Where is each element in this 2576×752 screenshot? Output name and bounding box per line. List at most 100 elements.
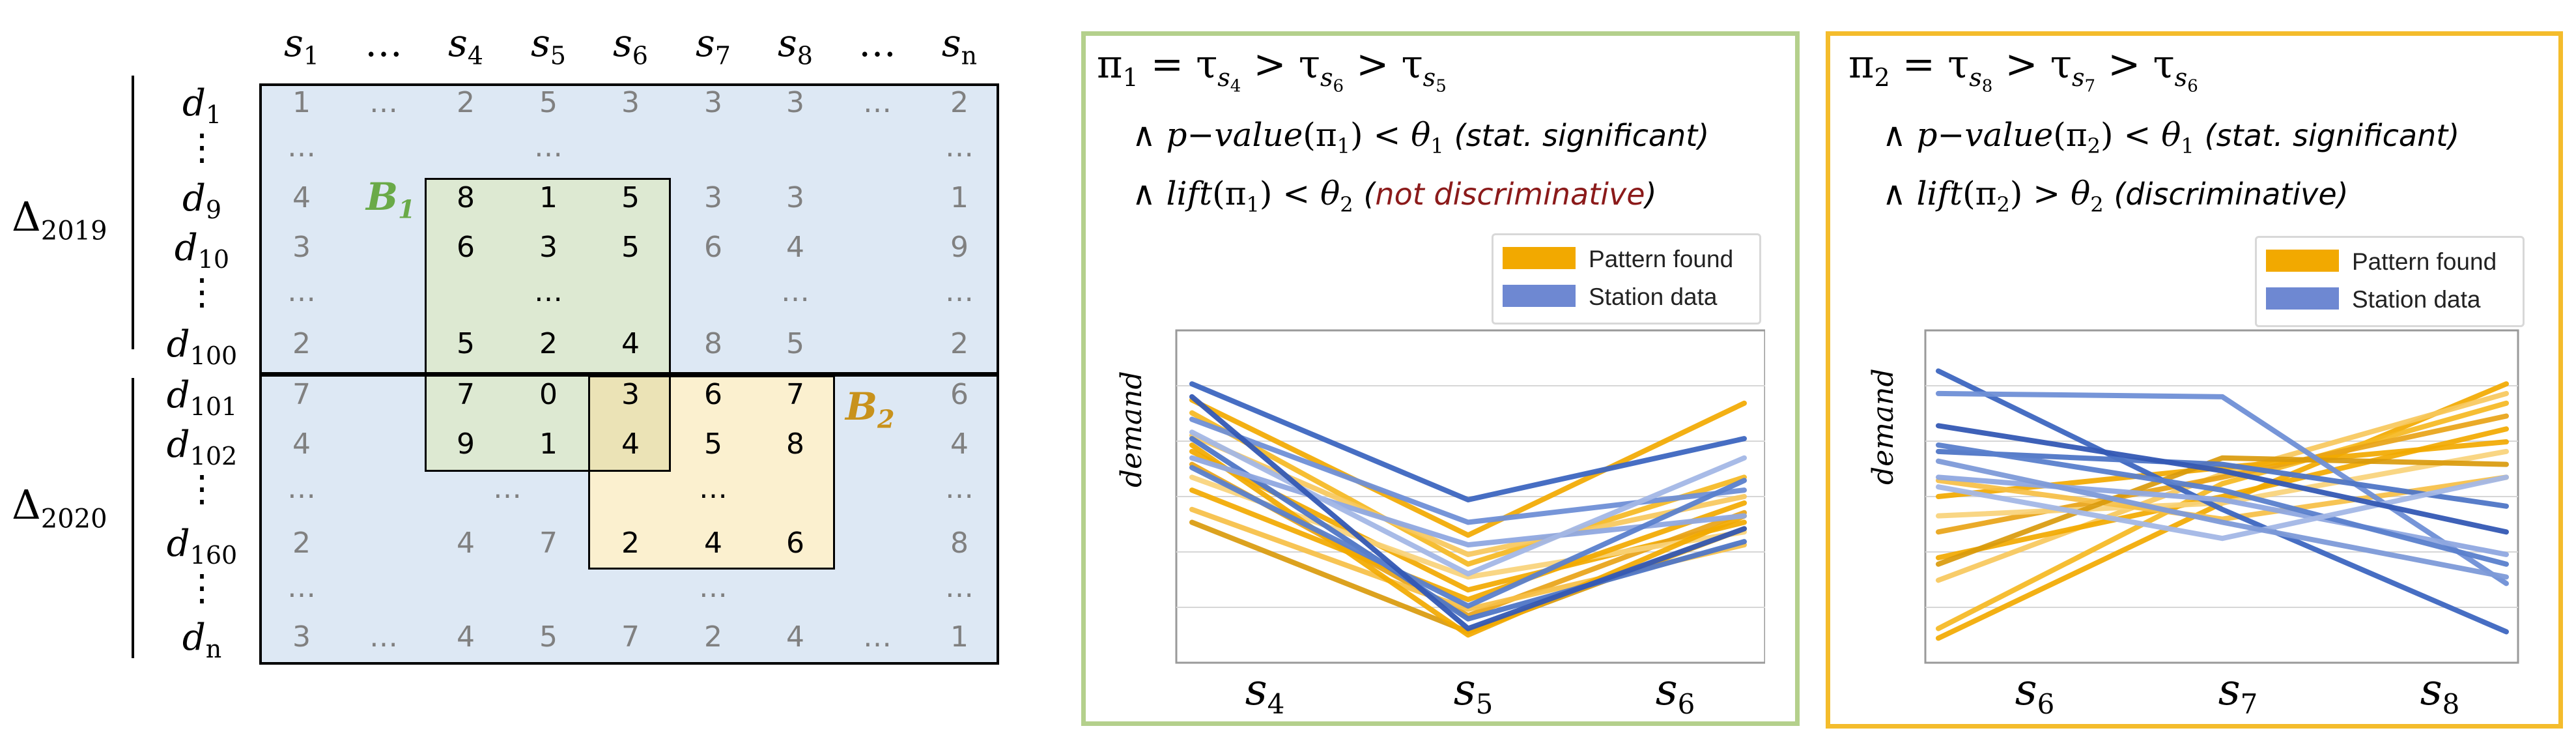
matrix-cell: … [493,472,522,505]
matrix-cell: … [534,275,563,308]
series-line-station [1936,423,2509,535]
matrix-cell: 6 [704,231,722,264]
panel-1-xtick-2: s6 [1655,665,1695,721]
pattern-panel-1 [1081,31,1800,726]
panel-1-xtick-0: s4 [1245,665,1285,721]
series-line-station [1936,474,2509,542]
group-bracket-2020 [132,378,134,658]
matrix-cell: … [287,130,316,164]
matrix-cell: 2 [704,620,722,654]
row-header: d10 [174,227,230,274]
matrix-cell: 2 [539,327,558,360]
series-line-station [1936,458,2509,580]
matrix-cell: 1 [292,86,311,119]
series-line-station [1936,390,2509,586]
matrix-cell: … [699,472,728,505]
matrix-cell: … [945,472,974,505]
matrix-cell: … [945,130,974,164]
matrix-cell: 5 [621,231,640,264]
matrix-cell: 4 [950,427,969,461]
series-line-station [1189,465,1747,609]
matrix-cell: … [863,86,892,119]
panel-2-condition-pvalue: ∧ p−value(π2) < θ1 (stat. significant) [1882,116,2460,158]
matrix-cell: … [287,275,316,308]
matrix-cell: 6 [950,378,969,411]
legend-swatch-station [1503,285,1576,307]
matrix-cell: … [863,620,892,654]
column-header: s5 [531,21,566,70]
column-header: … [858,21,896,65]
matrix-cell: 3 [292,620,311,654]
series-line-pattern [1189,410,1747,567]
row-header: d100 [166,323,238,371]
panel-2-title: π2 = τs8 > τs7 > τs6 [1848,42,2198,96]
panel-2-xtick-2: s8 [2420,665,2460,721]
matrix-cell: 3 [621,378,640,411]
panel-1-chart [1175,329,1765,664]
row-header: dn [182,616,222,664]
panel-1-legend: Pattern found Station data [1492,233,1761,325]
year-separator-line [259,372,999,377]
matrix-cell: 3 [704,86,722,119]
matrix-cell: 6 [457,231,475,264]
matrix-cell: 4 [292,181,311,214]
matrix-cell: 4 [621,427,640,461]
row-header: d9 [182,177,222,225]
matrix-cell: 0 [539,378,558,411]
matrix-cell: 1 [950,620,969,654]
matrix-cell: … [945,571,974,604]
series-line-station [1936,442,2509,567]
matrix-cell: 6 [786,527,804,560]
panel-1-condition-lift: ∧ lift(π1) < θ2 (not discriminative) [1132,175,1657,217]
bicluster-overlap [588,375,671,472]
bicluster-b1-label: B1 [366,175,416,224]
series-line-station [1936,448,2509,509]
matrix-cell: … [534,130,563,164]
panel-1-condition-pvalue: ∧ p−value(π1) < θ1 (stat. significant) [1132,116,1710,158]
matrix-cell: 2 [292,327,311,360]
matrix-cell: … [369,86,398,119]
panel-2-xtick-0: s6 [2015,665,2055,721]
matrix-cell: … [699,571,728,604]
column-header: … [365,21,403,65]
matrix-cell: 8 [950,527,969,560]
matrix-cell: … [287,571,316,604]
group-bracket-2019 [132,76,134,349]
matrix-cell: 3 [786,181,804,214]
matrix-cell: 4 [621,327,640,360]
bicluster-b2-label: B2 [845,384,895,434]
series-line-pattern [1189,397,1747,538]
legend-label-pattern: Pattern found [1589,246,1734,272]
matrix-cell: 5 [704,427,722,461]
group-label-2019: Δ2019 [12,193,107,246]
series-line-station [1936,474,2509,557]
matrix-cell: 9 [950,231,969,264]
legend-label-station: Station data [2352,286,2481,313]
matrix-cell: 4 [457,620,475,654]
matrix-cell: 4 [786,620,804,654]
series-line-pattern [1189,442,1747,638]
matrix-cell: 1 [539,181,558,214]
matrix-cell: 8 [704,327,722,360]
matrix-cell: 5 [539,620,558,654]
matrix-cell: 2 [457,86,475,119]
matrix-cell: 4 [457,527,475,560]
matrix-cell: 1 [950,181,969,214]
row-header: d102 [166,424,238,471]
matrix-cell: 5 [621,181,640,214]
row-header: d1 [182,82,222,130]
column-header: s1 [284,21,319,70]
panel-1-title: π1 = τs4 > τs6 > τs5 [1097,42,1447,96]
matrix-cell: 7 [457,378,475,411]
panel-2-xtick-1: s7 [2218,665,2258,721]
matrix-cell: 7 [786,378,804,411]
series-line-pattern [1936,448,2509,519]
series-line-pattern [1936,400,2509,631]
matrix-cell: 6 [704,378,722,411]
series-line-pattern [1936,455,2509,567]
matrix-cell: 3 [539,231,558,264]
matrix-cell: … [287,472,316,505]
row-header: ⋮ [184,468,220,510]
series-line-station [1189,416,1747,525]
matrix-cell: 2 [292,527,311,560]
